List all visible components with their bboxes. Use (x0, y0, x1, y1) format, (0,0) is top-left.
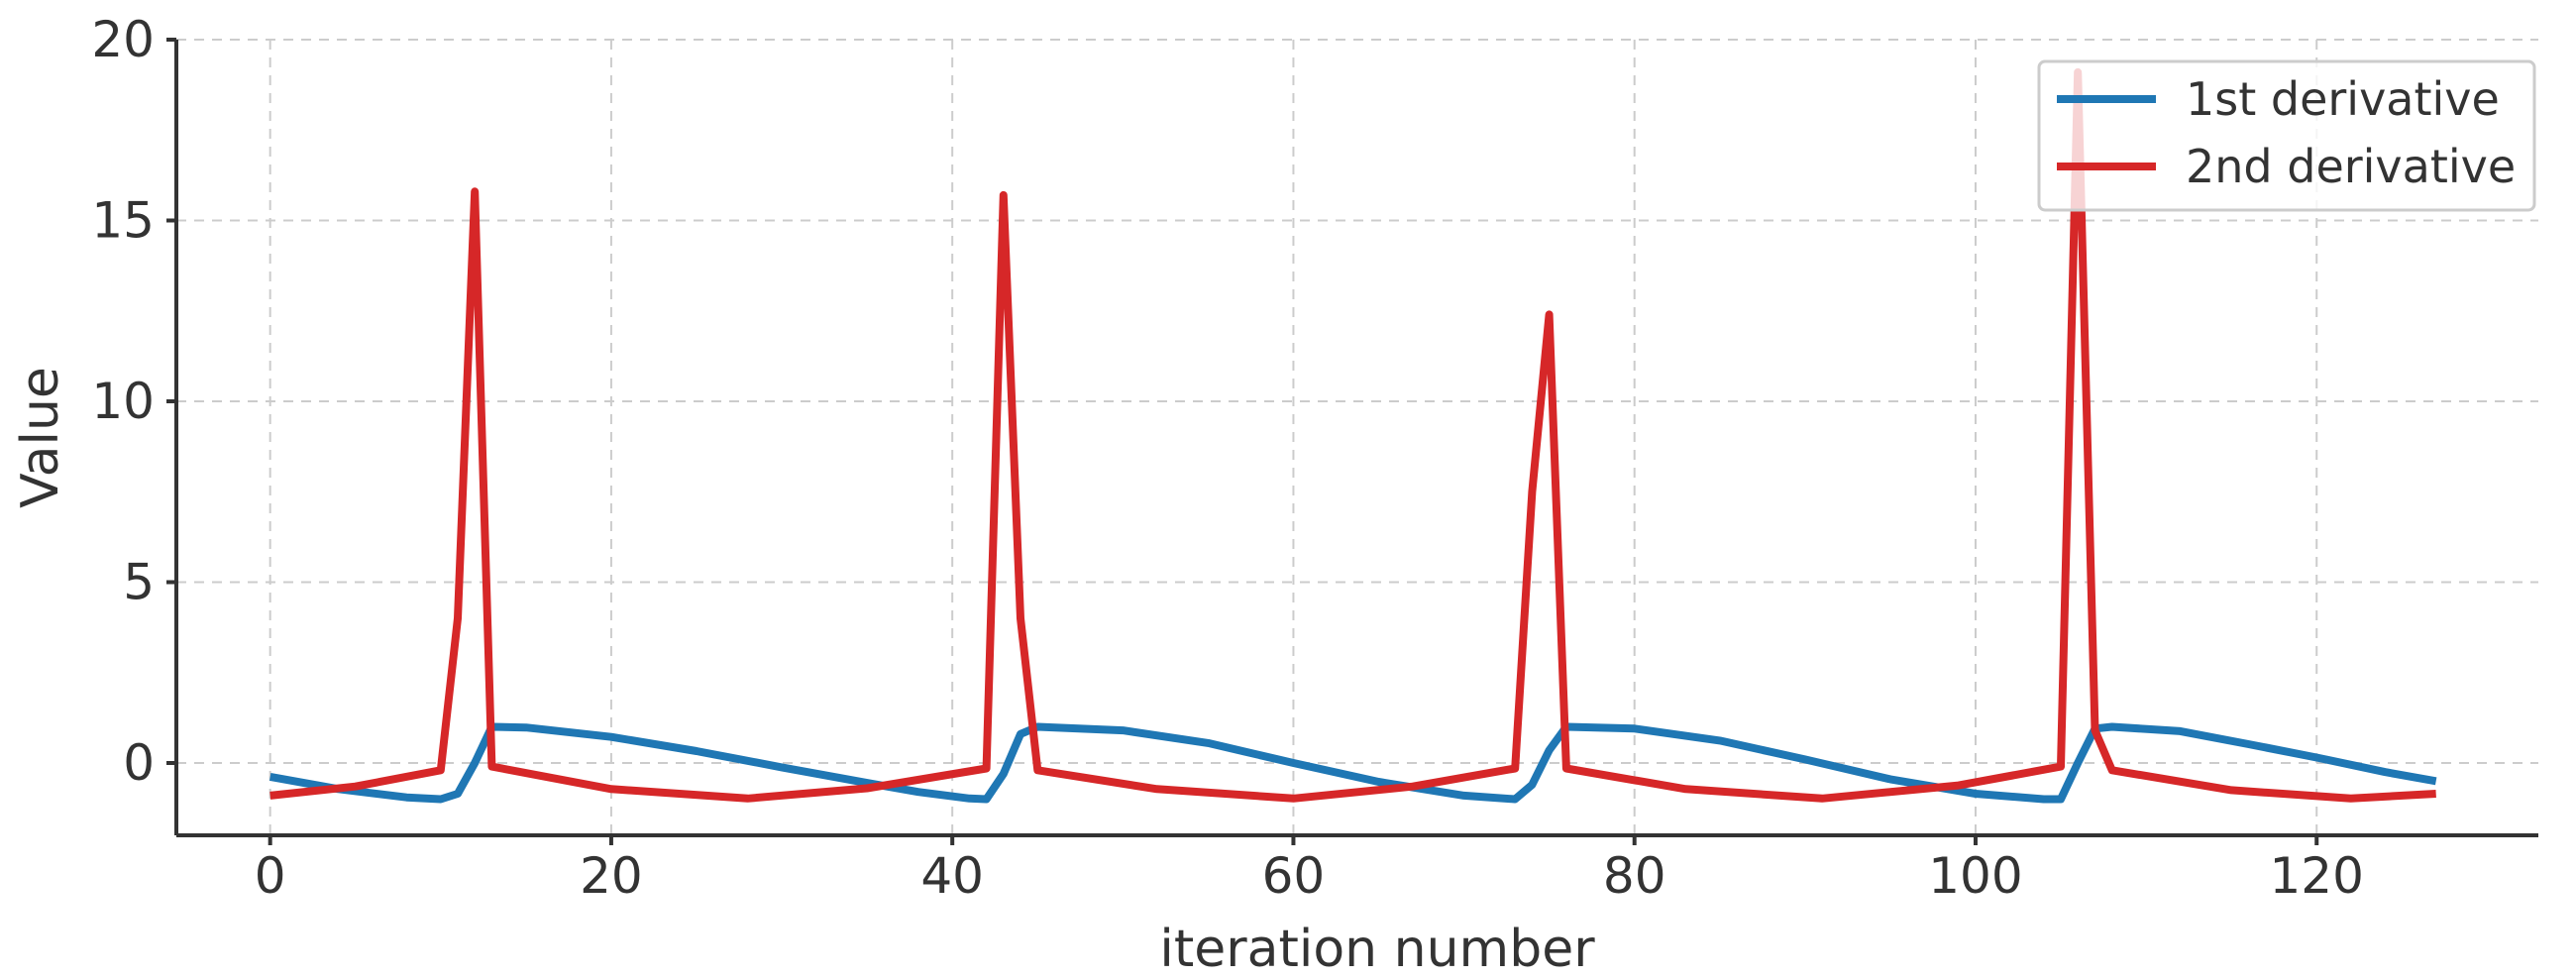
grid-lines (176, 39, 2538, 835)
x-tick-label: 60 (1262, 847, 1326, 905)
x-tick-label: 120 (2270, 847, 2364, 905)
y-tick-label: 10 (91, 373, 155, 430)
y-tick-label: 5 (123, 554, 155, 611)
y-tick-label: 0 (123, 734, 155, 792)
legend-label: 1st derivative (2186, 72, 2500, 126)
x-tick-label: 80 (1603, 847, 1666, 905)
y-axis-label: Value (11, 367, 70, 508)
legend-label: 2nd derivative (2186, 140, 2516, 193)
y-tick-label: 15 (91, 192, 155, 250)
legend-box (2037, 59, 2536, 212)
x-axis-label: iteration number (1159, 920, 1595, 979)
x-tick-label: 40 (920, 847, 984, 905)
series-line-1 (268, 722, 2437, 804)
tick-marks-and-labels: 0 20 40 60 80 100 120 0 5 10 15 20 (91, 11, 2364, 905)
x-tick-label: 0 (255, 847, 286, 905)
x-tick-label: 20 (580, 847, 643, 905)
y-tick-label: 20 (91, 11, 155, 68)
axes (174, 40, 2538, 837)
legend: 1st derivative 2nd derivative (2037, 59, 2536, 212)
x-tick-label: 100 (1928, 847, 2022, 905)
